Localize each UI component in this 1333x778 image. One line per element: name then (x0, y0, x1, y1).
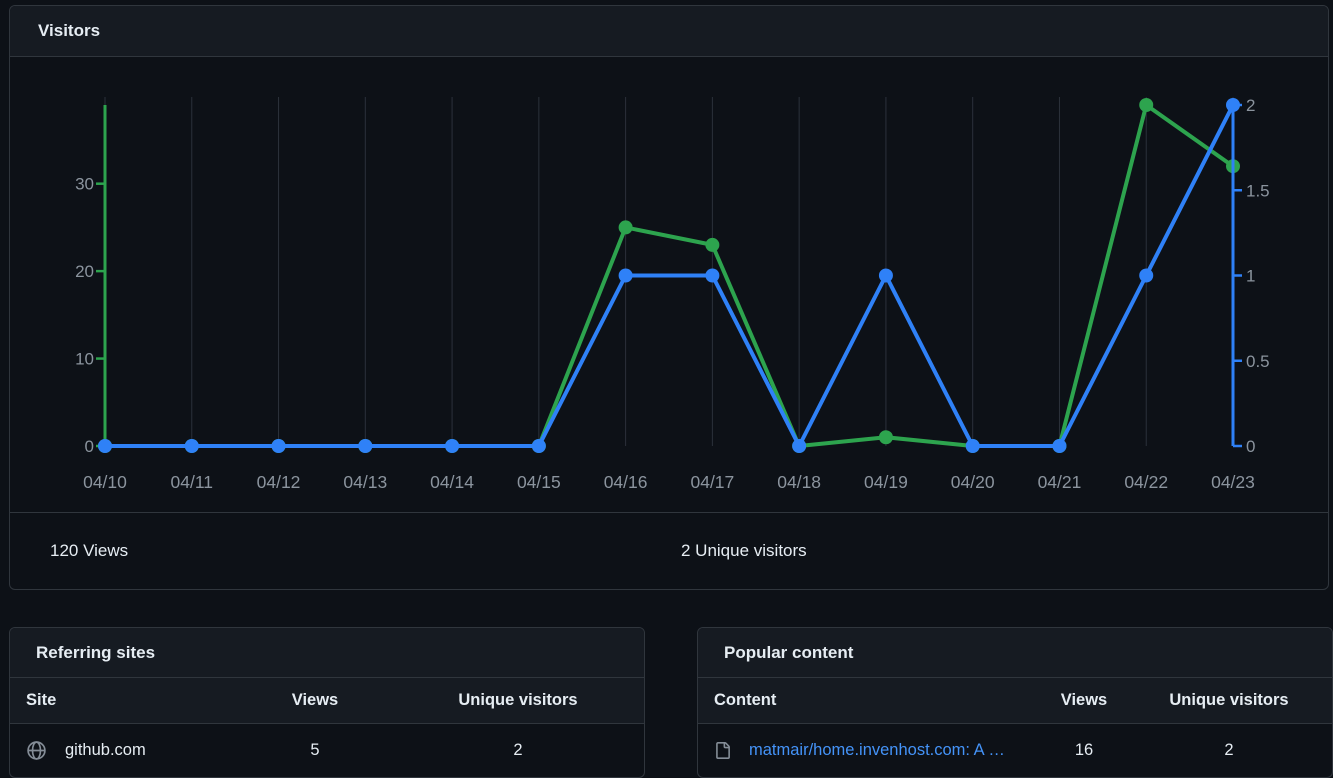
views-point[interactable] (618, 220, 633, 235)
referring-sites-table: Site Views Unique visitors (10, 678, 644, 777)
views-point[interactable] (1139, 98, 1154, 112)
svg-text:04/20: 04/20 (951, 472, 995, 492)
popular-content-table: Content Views Unique visitors (698, 678, 1332, 777)
col-header-site: Site (10, 678, 240, 724)
popular-content-unique: 2 (1224, 740, 1234, 759)
unique-visitors-point[interactable] (98, 439, 112, 453)
unique-visitors-point[interactable] (271, 439, 286, 453)
svg-text:04/11: 04/11 (171, 472, 214, 492)
unique-visitors-point[interactable] (358, 439, 373, 453)
popular-content-card: Popular content Content Views Unique vis… (697, 627, 1333, 778)
referring-sites-header: Referring sites (10, 628, 644, 678)
referring-sites-title: Referring sites (36, 642, 156, 662)
svg-text:04/17: 04/17 (690, 472, 734, 492)
table-row: matmair/home.invenhost.com: A … 16 2 (698, 723, 1332, 777)
svg-text:04/23: 04/23 (1211, 472, 1255, 492)
unique-visitors-point[interactable] (705, 268, 720, 283)
unique-visitors-point[interactable] (1139, 268, 1154, 283)
svg-text:0: 0 (85, 437, 94, 456)
unique-visitors-point[interactable] (531, 439, 546, 453)
svg-text:0: 0 (1246, 437, 1255, 456)
views-point[interactable] (878, 430, 893, 445)
unique-visitors-point[interactable] (1226, 98, 1240, 112)
bottom-cards: Referring sites Site Views Unique visito… (9, 627, 1333, 778)
unique-visitors-point[interactable] (792, 439, 807, 453)
visitors-chart[interactable]: 0 10 20 30 0 0.5 1 1.5 2 04/10 04/11 04/12 04/13 04/1… (10, 57, 1328, 512)
svg-text:04/19: 04/19 (864, 472, 908, 492)
visitors-chart-area: 0 10 20 30 0 0.5 1 1.5 2 04/10 04/11 04/12 04/13 04/1… (10, 57, 1328, 512)
chart-gridlines (104, 97, 1234, 446)
col-header-views: Views (1044, 678, 1124, 724)
svg-text:04/10: 04/10 (83, 472, 127, 492)
visitors-card-header: Visitors (10, 6, 1328, 57)
popular-content-header: Popular content (698, 628, 1332, 678)
svg-text:20: 20 (75, 262, 94, 281)
unique-visitors-point[interactable] (445, 439, 460, 453)
left-axis (96, 105, 107, 448)
svg-text:04/15: 04/15 (517, 472, 561, 492)
axis-labels: 0 10 20 30 0 0.5 1 1.5 2 04/10 04/11 04/12 04/13 04/1… (75, 96, 1270, 492)
svg-text:04/14: 04/14 (430, 472, 474, 492)
svg-text:04/21: 04/21 (1038, 472, 1082, 492)
popular-content-views: 16 (1074, 740, 1094, 759)
unique-visitors-point[interactable] (184, 439, 199, 453)
referring-site-name: github.com (65, 740, 146, 759)
file-icon (714, 741, 731, 759)
col-header-views: Views (240, 678, 390, 724)
svg-text:0.5: 0.5 (1246, 352, 1270, 371)
svg-text:04/13: 04/13 (343, 472, 387, 492)
total-views-stat: 120 Views (50, 540, 129, 560)
views-point[interactable] (705, 237, 720, 252)
svg-text:30: 30 (75, 175, 94, 194)
unique-visitors-point[interactable] (1052, 439, 1067, 453)
table-row: github.com 5 2 (10, 723, 644, 777)
svg-text:04/18: 04/18 (777, 472, 821, 492)
popular-content-title: Popular content (724, 642, 854, 662)
svg-text:2: 2 (1246, 96, 1255, 115)
unique-visitors-point[interactable] (965, 439, 980, 453)
unique-visitors-point[interactable] (878, 268, 893, 283)
referring-site-views: 5 (310, 740, 320, 759)
svg-text:1.5: 1.5 (1246, 181, 1270, 200)
popular-content-link[interactable]: matmair/home.invenhost.com: A … (749, 740, 1005, 759)
col-header-content: Content (698, 678, 1044, 724)
globe-icon (26, 740, 47, 761)
svg-text:1: 1 (1246, 267, 1255, 286)
referring-sites-card: Referring sites Site Views Unique visito… (9, 627, 645, 778)
svg-text:10: 10 (75, 350, 94, 369)
svg-text:04/22: 04/22 (1124, 472, 1168, 492)
svg-text:04/16: 04/16 (604, 472, 648, 492)
visitors-card: Visitors 0 10 20 30 0 0.5 1 1.5 2 04/10 04/11 04/12… (9, 5, 1329, 590)
svg-text:04/12: 04/12 (257, 472, 301, 492)
visitors-stats-row: 120 Views 2 Unique visitors (10, 512, 1328, 588)
col-header-unique-visitors: Unique visitors (390, 678, 644, 724)
visitors-title: Visitors (38, 21, 101, 40)
col-header-unique-visitors: Unique visitors (1124, 678, 1332, 724)
unique-visitors-series (98, 98, 1242, 453)
total-unique-visitors-stat: 2 Unique visitors (681, 540, 807, 560)
unique-visitors-point[interactable] (618, 268, 633, 283)
referring-site-unique: 2 (513, 740, 523, 759)
